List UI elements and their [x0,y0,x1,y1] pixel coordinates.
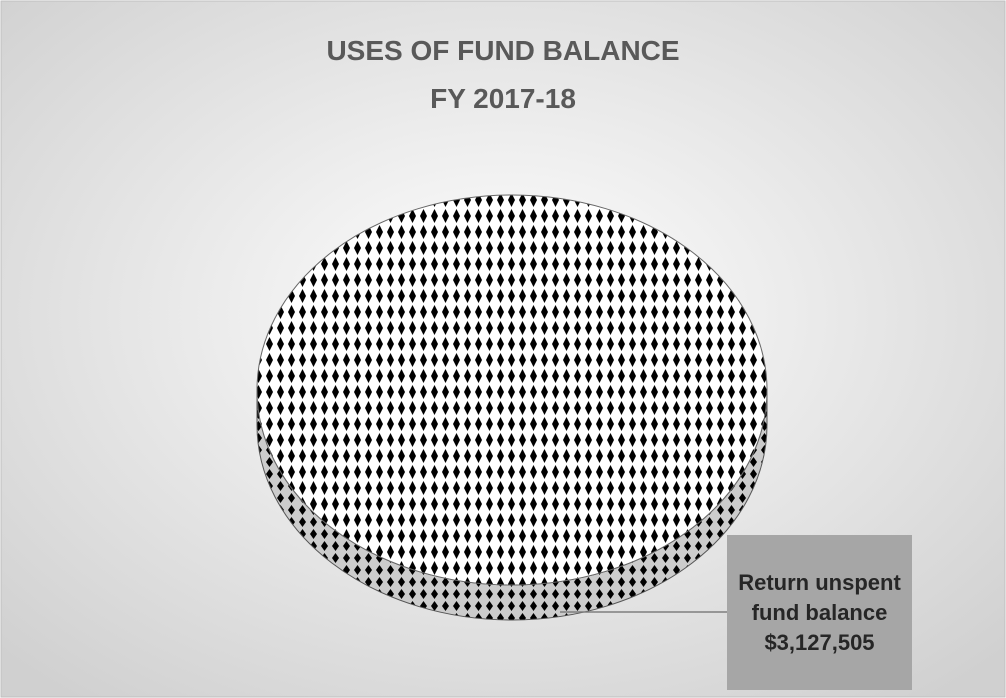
data-label-category: Return unspent fund balance [738,569,901,625]
data-label-value: $3,127,505 [764,629,875,655]
pie [256,194,768,621]
chart-subtitle: FY 2017-18 [430,83,576,114]
data-label: Return unspent fund balance $3,127,505 [727,535,912,690]
pie-slice [256,194,768,586]
chart-title: USES OF FUND BALANCE [326,35,679,66]
